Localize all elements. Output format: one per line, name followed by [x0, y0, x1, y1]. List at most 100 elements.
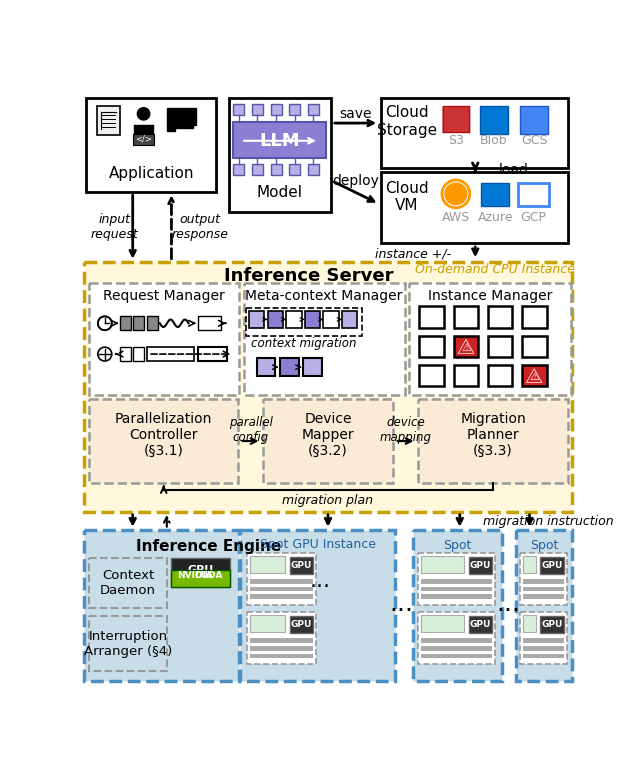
- Text: GPU: GPU: [541, 620, 563, 629]
- Polygon shape: [527, 368, 542, 382]
- Bar: [524, 594, 564, 599]
- Bar: [97, 106, 120, 135]
- Bar: [421, 556, 465, 573]
- Bar: [454, 335, 478, 357]
- Bar: [250, 638, 313, 643]
- Bar: [303, 358, 322, 376]
- Bar: [234, 164, 244, 175]
- Polygon shape: [458, 339, 474, 353]
- Bar: [289, 164, 300, 175]
- Bar: [421, 638, 492, 643]
- Text: input
request: input request: [91, 213, 139, 241]
- Bar: [540, 616, 564, 633]
- Bar: [413, 530, 502, 681]
- Text: Parallelization
Controller
(§3.1): Parallelization Controller (§3.1): [115, 411, 212, 458]
- Bar: [524, 646, 564, 651]
- Bar: [167, 108, 196, 125]
- Text: ...: ...: [497, 592, 520, 616]
- Bar: [524, 654, 564, 658]
- Bar: [323, 311, 339, 328]
- Bar: [198, 347, 227, 361]
- Bar: [524, 615, 536, 632]
- Bar: [290, 557, 313, 574]
- Bar: [84, 530, 239, 681]
- Bar: [418, 612, 495, 664]
- Bar: [520, 612, 566, 664]
- Bar: [518, 183, 549, 206]
- Bar: [488, 306, 513, 328]
- Bar: [421, 615, 465, 632]
- Text: load: load: [499, 163, 529, 177]
- Bar: [520, 553, 566, 605]
- Bar: [268, 311, 283, 328]
- Bar: [250, 594, 313, 599]
- Bar: [522, 306, 547, 328]
- Bar: [454, 365, 478, 386]
- Text: Application: Application: [109, 165, 194, 181]
- Text: Instance Manager: Instance Manager: [428, 289, 552, 303]
- Text: GPU: GPU: [187, 565, 213, 575]
- Text: ⚠: ⚠: [529, 372, 539, 382]
- Text: NVIDIA: NVIDIA: [177, 571, 212, 581]
- Bar: [134, 347, 145, 361]
- Bar: [443, 106, 469, 132]
- Bar: [244, 283, 404, 395]
- Bar: [421, 579, 492, 584]
- Bar: [421, 654, 492, 658]
- Bar: [172, 558, 230, 588]
- Text: migration plan: migration plan: [282, 494, 374, 507]
- Text: GPU: GPU: [291, 561, 312, 570]
- Bar: [488, 365, 513, 386]
- Bar: [418, 553, 495, 605]
- Bar: [246, 308, 362, 335]
- Text: S3: S3: [448, 135, 464, 148]
- Bar: [522, 335, 547, 357]
- Bar: [419, 365, 444, 386]
- Bar: [246, 553, 316, 605]
- Bar: [520, 106, 548, 134]
- Circle shape: [445, 183, 467, 205]
- Bar: [84, 261, 572, 512]
- Bar: [308, 164, 319, 175]
- Text: ...: ...: [310, 571, 331, 591]
- Bar: [172, 570, 230, 587]
- Text: Cloud
VM: Cloud VM: [385, 181, 429, 213]
- Bar: [90, 283, 239, 395]
- Text: Spot GPU Instance: Spot GPU Instance: [260, 538, 376, 551]
- Bar: [86, 98, 216, 192]
- Text: Inference Server: Inference Server: [224, 267, 394, 285]
- Bar: [480, 106, 508, 134]
- Bar: [257, 358, 275, 376]
- Text: GCS: GCS: [521, 135, 547, 148]
- Bar: [120, 347, 131, 361]
- Bar: [271, 104, 282, 115]
- Text: GPU: GPU: [541, 561, 563, 570]
- Bar: [524, 638, 564, 643]
- Text: GPU: GPU: [291, 620, 312, 629]
- Text: Context
Daemon: Context Daemon: [100, 569, 156, 597]
- Bar: [286, 311, 301, 328]
- Text: ⚠: ⚠: [461, 343, 471, 353]
- Bar: [90, 399, 238, 484]
- Text: save: save: [340, 107, 372, 121]
- Bar: [250, 654, 313, 658]
- Bar: [147, 316, 157, 330]
- Text: </>: </>: [135, 135, 152, 144]
- Bar: [419, 306, 444, 328]
- Bar: [305, 311, 320, 328]
- Bar: [120, 316, 131, 330]
- Text: Request Manager: Request Manager: [103, 289, 225, 303]
- Bar: [381, 172, 568, 243]
- Text: CUDA: CUDA: [195, 571, 223, 581]
- Bar: [516, 530, 572, 681]
- Bar: [308, 104, 319, 115]
- Text: ...: ...: [390, 592, 413, 616]
- Text: Cloud
Storage: Cloud Storage: [377, 105, 437, 138]
- Bar: [280, 358, 298, 376]
- Text: Blob: Blob: [480, 135, 508, 148]
- Bar: [246, 612, 316, 664]
- Circle shape: [98, 347, 112, 361]
- Bar: [263, 399, 393, 484]
- Text: Model: Model: [257, 185, 303, 200]
- Bar: [469, 616, 492, 633]
